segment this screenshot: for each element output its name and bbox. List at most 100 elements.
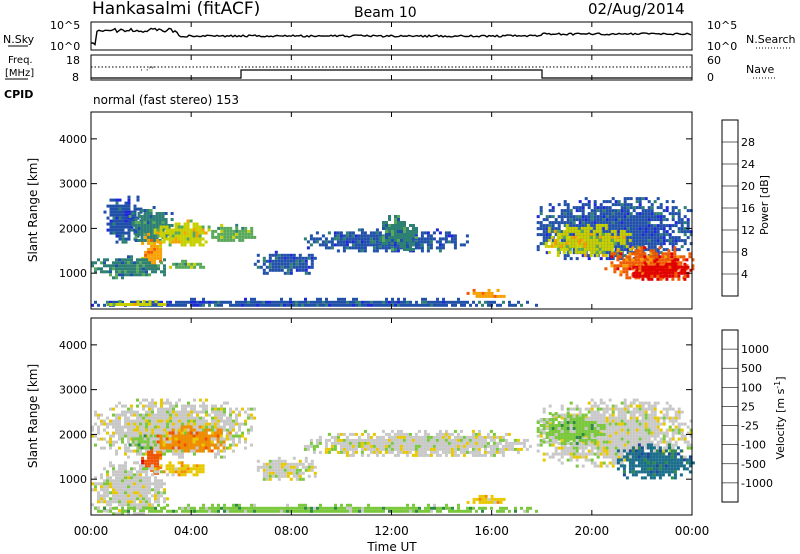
power-cell: [393, 246, 397, 250]
power-cell: [345, 240, 349, 244]
velocity-cell: [256, 459, 260, 463]
velocity-cell: [331, 509, 334, 513]
velocity-cell: [557, 458, 561, 462]
power-cell: [217, 232, 221, 236]
velocity-cell: [142, 407, 145, 411]
velocity-cell: [118, 425, 121, 429]
velocity-cell: [587, 401, 591, 405]
power-cell: [589, 241, 593, 245]
velocity-cell: [133, 479, 136, 483]
power-cell: [682, 255, 686, 259]
power-cell: [575, 257, 579, 261]
velocity-cell: [472, 500, 476, 504]
power-cell: [345, 231, 349, 235]
power-cell: [304, 300, 307, 304]
velocity-cell: [340, 503, 343, 507]
power-cell: [397, 233, 400, 236]
velocity-cell: [307, 465, 311, 469]
power-cell: [622, 235, 626, 239]
power-cell: [626, 227, 630, 231]
power-cell: [351, 234, 355, 238]
velocity-cell: [351, 432, 355, 436]
velocity-cell: [124, 479, 127, 483]
power-cell: [189, 219, 193, 223]
velocity-cell: [289, 509, 292, 513]
velocity-cell: [444, 447, 448, 451]
power-cell: [426, 246, 430, 250]
power-cell: [118, 258, 121, 262]
power-region: [153, 219, 211, 247]
velocity-cell: [205, 509, 208, 513]
power-cell: [662, 242, 666, 246]
velocity-cell: [414, 453, 418, 457]
velocity-cell: [596, 410, 600, 414]
velocity-cell: [420, 438, 424, 442]
power-cell: [641, 268, 645, 272]
velocity-cell: [183, 437, 187, 441]
power-cell: [180, 237, 184, 241]
velocity-cell: [97, 413, 100, 417]
power-cell: [644, 233, 648, 237]
velocity-cell: [441, 447, 445, 451]
velocity-cell: [477, 444, 481, 448]
velocity-cell: [483, 444, 487, 448]
velocity-cell: [292, 471, 296, 475]
power-cell: [361, 303, 364, 307]
velocity-cell: [403, 506, 406, 510]
power-cell: [580, 226, 584, 230]
power-cell: [124, 225, 128, 229]
power-cell: [220, 235, 224, 239]
velocity-cell: [339, 432, 343, 436]
velocity-cell: [408, 441, 412, 445]
velocity-cell: [118, 431, 121, 435]
power-cell: [667, 255, 671, 259]
power-cell: [139, 270, 142, 274]
velocity-cell: [381, 441, 385, 445]
power-cell: [360, 249, 364, 253]
power-cell: [539, 227, 543, 231]
power-cell: [622, 238, 626, 242]
power-cell: [668, 224, 672, 228]
power-cell: [372, 234, 376, 238]
power-cell: [671, 209, 675, 213]
velocity-cell: [339, 444, 343, 448]
power-cell: [130, 273, 133, 277]
velocity-cell: [315, 444, 319, 448]
power-cell: [148, 303, 152, 306]
power-cell: [599, 221, 603, 225]
power-cell: [306, 246, 310, 250]
power-cell: [310, 253, 314, 257]
power-cell: [201, 228, 205, 232]
velocity-cell: [578, 410, 582, 414]
velocity-cell: [145, 482, 148, 486]
velocity-cell: [146, 437, 150, 441]
velocity-cell: [519, 447, 523, 451]
velocity-cell: [447, 438, 451, 442]
power-cell: [409, 233, 412, 236]
velocity-cell: [115, 485, 118, 489]
power-cell: [118, 237, 122, 241]
power-cell: [628, 247, 632, 251]
velocity-cell: [516, 441, 520, 445]
velocity-cell: [256, 509, 259, 513]
velocity-cell: [127, 509, 130, 513]
velocity-cell: [121, 506, 124, 510]
velocity-cell: [195, 470, 199, 474]
power-cell: [587, 215, 591, 219]
velocity-cell: [345, 444, 349, 448]
velocity-cell: [222, 440, 226, 444]
velocity-cell: [465, 450, 469, 454]
velocity-cell: [163, 419, 166, 423]
velocity-cell: [124, 413, 127, 417]
power-cell: [149, 227, 153, 230]
power-cell: [652, 252, 656, 256]
velocity-cell: [256, 506, 259, 510]
velocity-cell: [142, 428, 145, 432]
velocity-cell: [241, 434, 244, 438]
velocity-cell: [599, 440, 603, 444]
velocity-cell: [177, 440, 181, 444]
velocity-cell: [168, 443, 172, 447]
power-cell: [592, 244, 596, 248]
power-cell: [324, 246, 328, 250]
power-cell: [118, 300, 122, 303]
